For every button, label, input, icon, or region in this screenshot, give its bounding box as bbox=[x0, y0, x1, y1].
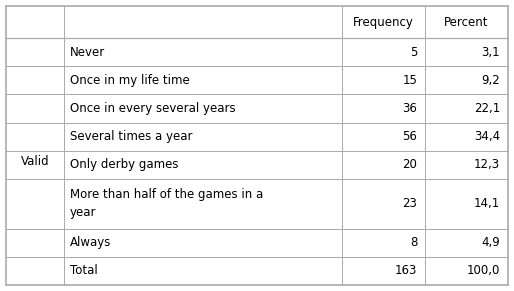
Text: 9,2: 9,2 bbox=[481, 74, 500, 87]
Text: 3,1: 3,1 bbox=[482, 46, 500, 59]
Text: Total: Total bbox=[70, 265, 98, 277]
Text: Several times a year: Several times a year bbox=[70, 130, 192, 143]
Text: 4,9: 4,9 bbox=[481, 236, 500, 249]
Text: 56: 56 bbox=[402, 130, 417, 143]
Text: 22,1: 22,1 bbox=[474, 102, 500, 115]
Text: 20: 20 bbox=[402, 158, 417, 171]
Text: Once in my life time: Once in my life time bbox=[70, 74, 190, 87]
Text: 8: 8 bbox=[410, 236, 417, 249]
Text: Valid: Valid bbox=[21, 155, 49, 168]
Text: Frequency: Frequency bbox=[353, 15, 414, 29]
Text: Percent: Percent bbox=[444, 15, 489, 29]
Text: More than half of the games in a
year: More than half of the games in a year bbox=[70, 188, 263, 219]
Text: 15: 15 bbox=[402, 74, 417, 87]
Text: 34,4: 34,4 bbox=[474, 130, 500, 143]
Text: 23: 23 bbox=[402, 197, 417, 210]
Text: 36: 36 bbox=[402, 102, 417, 115]
Text: Always: Always bbox=[70, 236, 111, 249]
Text: Never: Never bbox=[70, 46, 105, 59]
Text: 12,3: 12,3 bbox=[474, 158, 500, 171]
Text: Only derby games: Only derby games bbox=[70, 158, 178, 171]
Text: 5: 5 bbox=[410, 46, 417, 59]
Text: 100,0: 100,0 bbox=[467, 265, 500, 277]
Text: 163: 163 bbox=[395, 265, 417, 277]
Text: 14,1: 14,1 bbox=[474, 197, 500, 210]
Text: Once in every several years: Once in every several years bbox=[70, 102, 235, 115]
